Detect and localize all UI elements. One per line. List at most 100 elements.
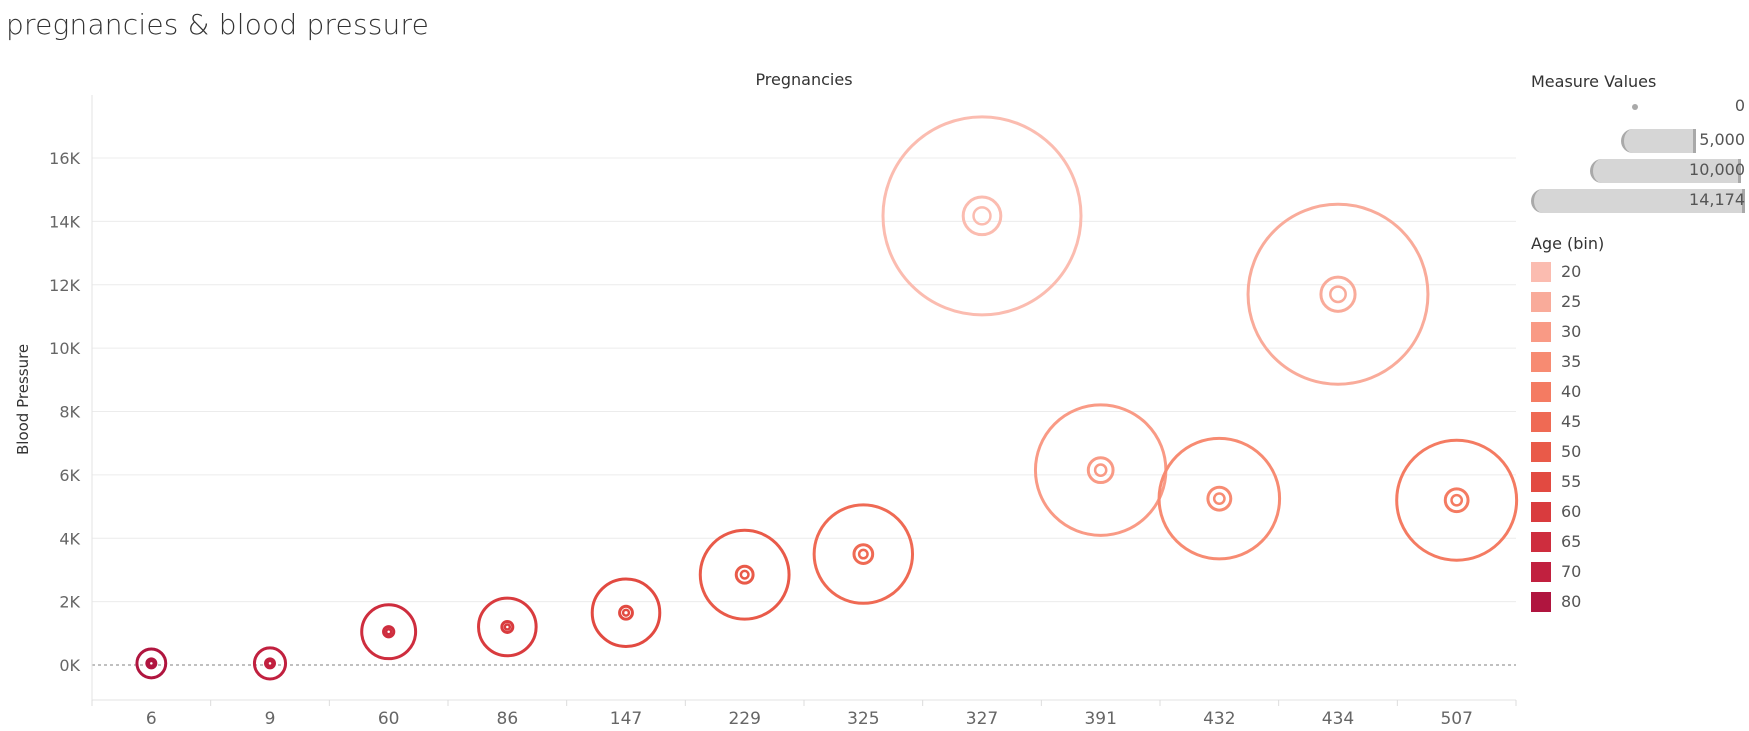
size-legend-label: 0 (1734, 96, 1745, 115)
data-point[interactable] (477, 596, 538, 658)
y-tick-label: 14K (49, 212, 80, 231)
color-legend-item[interactable]: 35 (1531, 352, 1611, 372)
x-tick-label: 6 (146, 709, 157, 729)
color-swatch (1531, 532, 1551, 552)
y-tick-label: 12K (49, 276, 80, 295)
x-tick-label: 325 (847, 709, 879, 729)
size-legend-label: 5,000 (1699, 130, 1745, 149)
color-swatch (1531, 442, 1551, 462)
point-middle-ring (145, 657, 158, 670)
point-outer-circle (881, 115, 1083, 317)
color-legend-label: 80 (1561, 592, 1582, 611)
color-legend-item[interactable]: 65 (1531, 532, 1611, 552)
color-legend-label: 25 (1561, 292, 1582, 311)
point-outer-circle (1395, 438, 1519, 562)
scatter-chart: 0K 2K 4K 6K 8K 10K 12K 14K 16K 6 9 60 86 147 229 325 327… (49, 95, 1519, 729)
size-legend-bar (1590, 159, 1741, 183)
column-header: Pregnancies (755, 70, 853, 89)
y-tick-label: 8K (59, 403, 80, 422)
color-legend-item[interactable]: 55 (1531, 472, 1611, 492)
x-tick-label: 434 (1322, 709, 1354, 729)
point-outer-circle (1033, 403, 1168, 537)
point-outer-circle (360, 603, 418, 661)
color-legend-item[interactable]: 30 (1531, 322, 1611, 342)
color-legend-label: 35 (1561, 352, 1582, 371)
color-swatch (1531, 382, 1551, 402)
color-legend-item[interactable]: 20 (1531, 262, 1611, 282)
point-middle-ring (961, 195, 1003, 237)
color-legend-item[interactable]: 25 (1531, 292, 1611, 312)
point-inner-ring (621, 608, 631, 617)
point-middle-ring (382, 625, 396, 639)
x-tick-label: 86 (497, 709, 519, 729)
color-swatch (1531, 562, 1551, 582)
color-legend-label: 20 (1561, 262, 1582, 281)
point-middle-ring (500, 620, 515, 634)
data-point[interactable] (1246, 202, 1430, 386)
color-legend-label: 60 (1561, 502, 1582, 521)
color-swatch (1531, 502, 1551, 522)
x-tick-label: 327 (966, 709, 998, 729)
color-swatch (1531, 592, 1551, 612)
x-tick-label: 391 (1084, 709, 1116, 729)
x-tick-label: 147 (610, 709, 642, 729)
color-legend-item[interactable]: 50 (1531, 442, 1611, 462)
point-outer-circle (698, 528, 791, 621)
y-tick-label: 16K (49, 149, 80, 168)
data-point[interactable] (1033, 403, 1168, 537)
page-title: pregnancies & blood pressure (6, 8, 430, 41)
color-legend-item[interactable]: 45 (1531, 412, 1611, 432)
point-inner-ring (1329, 285, 1347, 304)
color-legend-label: 40 (1561, 382, 1582, 401)
point-middle-ring (264, 657, 276, 670)
point-middle-ring (618, 604, 634, 621)
x-tick-label: 432 (1203, 709, 1235, 729)
size-legend-label: 10,000 (1689, 160, 1745, 179)
data-point[interactable] (252, 646, 288, 681)
point-inner-ring (1212, 492, 1226, 506)
color-legend-item[interactable]: 60 (1531, 502, 1611, 522)
color-swatch (1531, 262, 1551, 282)
color-legend-title: Age (bin) (1531, 234, 1605, 253)
point-inner-ring (857, 548, 869, 560)
color-legend-label: 50 (1561, 442, 1582, 461)
point-inner-ring (384, 627, 393, 636)
color-legend-item[interactable]: 40 (1531, 382, 1611, 402)
color-swatch (1531, 472, 1551, 492)
data-point[interactable] (360, 603, 418, 661)
y-tick-label: 0K (59, 656, 80, 675)
point-inner-ring (266, 659, 274, 668)
size-legend-row: 5,000 (1531, 126, 1745, 153)
size-legend-row: 0 (1531, 96, 1745, 122)
color-swatch (1531, 322, 1551, 342)
data-point[interactable] (698, 528, 791, 621)
point-outer-circle (252, 646, 288, 681)
x-tick-label: 60 (378, 709, 400, 729)
color-legend-label: 70 (1561, 562, 1582, 581)
point-outer-circle (812, 503, 915, 605)
y-tick-label: 2K (59, 593, 80, 612)
size-legend-row: 14,174 (1531, 186, 1745, 213)
point-outer-circle (135, 647, 168, 680)
point-inner-ring (503, 623, 512, 631)
point-middle-ring (734, 564, 755, 585)
x-tick-label: 507 (1440, 709, 1472, 729)
data-point[interactable] (590, 577, 662, 648)
size-legend-row: 10,000 (1531, 156, 1745, 183)
color-legend-item[interactable]: 80 (1531, 592, 1611, 612)
data-point[interactable] (135, 647, 168, 680)
data-point[interactable] (812, 503, 915, 605)
color-swatch (1531, 292, 1551, 312)
point-inner-ring (1450, 493, 1464, 507)
point-outer-circle (1157, 436, 1282, 561)
size-legend-bar (1531, 189, 1745, 213)
point-inner-ring (1093, 463, 1108, 477)
y-tick-label: 4K (59, 529, 80, 548)
color-legend-item[interactable]: 70 (1531, 562, 1611, 582)
data-point[interactable] (881, 115, 1083, 317)
point-middle-ring (1206, 485, 1233, 512)
data-point[interactable] (1157, 436, 1282, 561)
point-outer-circle (1246, 202, 1430, 386)
point-middle-ring (1319, 275, 1357, 313)
data-point[interactable] (1395, 438, 1519, 562)
